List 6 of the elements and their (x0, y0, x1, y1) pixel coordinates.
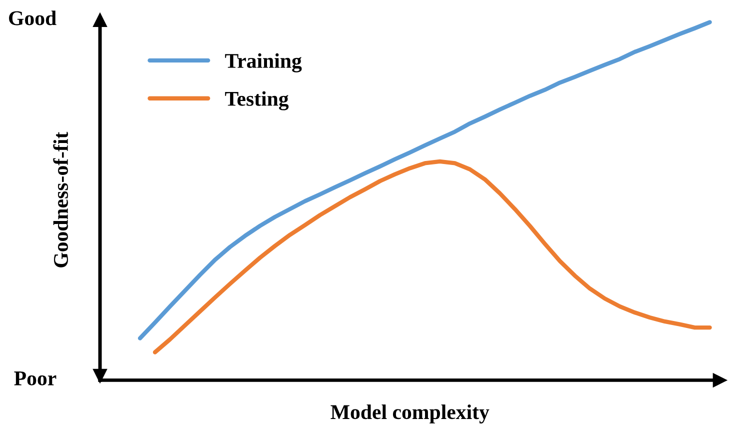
legend-label: Testing (225, 91, 289, 110)
text: Good (9, 10, 56, 26)
y-axis-title: Goodness-of-fit (53, 132, 68, 268)
text: Poor (14, 372, 56, 386)
legend-label: Training (225, 53, 302, 72)
x-axis-title: Model complexity (330, 404, 490, 424)
